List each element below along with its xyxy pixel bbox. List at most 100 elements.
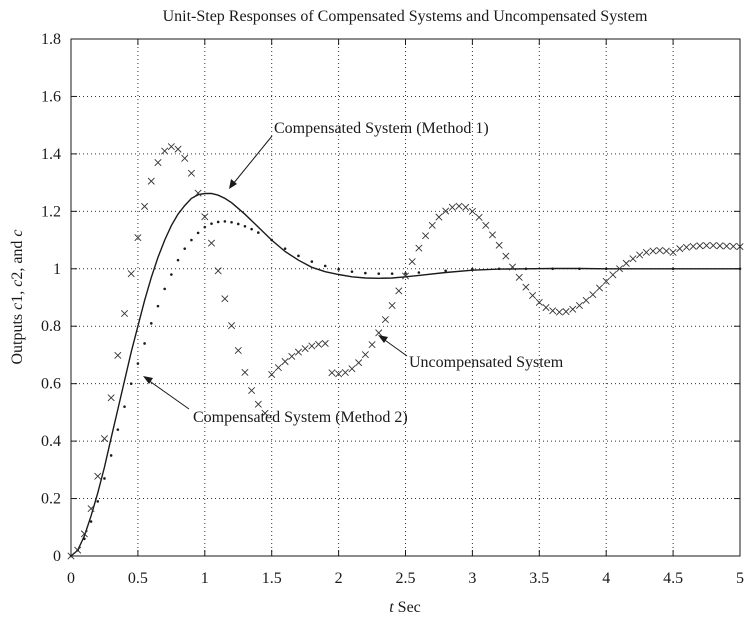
y-tick-label: 1 xyxy=(53,261,61,278)
series-point-method2 xyxy=(270,238,274,242)
series-marker-uncompensated xyxy=(201,213,209,221)
series-point-method2 xyxy=(323,264,327,268)
series-marker-uncompensated xyxy=(94,472,102,480)
series-marker-uncompensated xyxy=(161,147,169,155)
y-label-part-2: 1, xyxy=(9,287,26,303)
series-marker-uncompensated xyxy=(555,308,563,316)
x-axis-label-unit: Sec xyxy=(394,599,421,616)
series-marker-uncompensated xyxy=(388,302,396,310)
series-marker-uncompensated xyxy=(234,346,242,355)
series-point-method2 xyxy=(183,247,187,250)
y-tick-label: 0.2 xyxy=(41,491,61,508)
series-marker-uncompensated xyxy=(408,258,416,266)
series-marker-uncompensated xyxy=(616,265,624,273)
plot-frame xyxy=(70,38,741,557)
series-marker-uncompensated xyxy=(575,302,583,310)
series-line-method1 xyxy=(70,192,740,557)
series-marker-uncompensated xyxy=(468,207,476,215)
series-marker-uncompensated xyxy=(127,270,135,278)
series-marker-uncompensated xyxy=(723,242,731,250)
y-label-part-3: c xyxy=(9,280,26,287)
series-marker-uncompensated xyxy=(228,322,236,330)
series-point-method2 xyxy=(297,254,300,258)
x-axis-label: t Sec xyxy=(389,599,421,616)
series-marker-uncompensated xyxy=(428,221,436,229)
y-tick-label: 1.6 xyxy=(41,88,61,105)
x-tick-label: 1 xyxy=(201,570,209,587)
series-marker-uncompensated xyxy=(475,213,483,221)
series-point-method2 xyxy=(337,268,340,271)
series-marker-uncompensated xyxy=(642,248,650,256)
series-point-method2 xyxy=(129,382,133,385)
series-point-method2 xyxy=(89,520,93,523)
series-marker-uncompensated xyxy=(308,342,316,350)
series-marker-uncompensated xyxy=(488,231,496,239)
series-marker-uncompensated xyxy=(522,283,530,291)
y-tick-label: 1.8 xyxy=(41,31,61,48)
series-marker-uncompensated xyxy=(442,207,450,215)
series-point-method2 xyxy=(250,227,253,231)
series-marker-uncompensated xyxy=(595,284,604,292)
series-point-method2 xyxy=(524,267,528,271)
series-point-method2 xyxy=(283,247,287,250)
series-marker-uncompensated xyxy=(395,287,403,295)
series-marker-uncompensated xyxy=(649,247,657,255)
series-point-method2 xyxy=(404,272,407,275)
series-marker-uncompensated xyxy=(562,308,570,316)
series-marker-uncompensated xyxy=(121,309,129,317)
series-marker-uncompensated xyxy=(328,369,336,377)
series-marker-uncompensated xyxy=(261,409,269,417)
series-point-method2 xyxy=(257,231,260,234)
y-tick-label: 1.4 xyxy=(41,146,61,163)
series-point-method2 xyxy=(136,362,140,365)
grid xyxy=(71,39,740,556)
series-marker-uncompensated xyxy=(609,271,617,279)
series-point-method2 xyxy=(243,224,247,228)
series-point-method2 xyxy=(236,222,240,226)
series-marker-uncompensated xyxy=(589,291,597,299)
series-marker-uncompensated xyxy=(689,242,697,250)
y-label-part-5: c xyxy=(9,229,26,236)
series-marker-uncompensated xyxy=(368,341,376,349)
series-marker-uncompensated xyxy=(301,345,309,353)
annotation-uncompensated: Uncompensated System xyxy=(409,354,564,371)
series-marker-uncompensated xyxy=(141,202,149,210)
x-tick-label: 2 xyxy=(335,570,343,587)
series-marker-uncompensated xyxy=(134,234,142,242)
series-point-method2 xyxy=(143,342,146,345)
series-marker-uncompensated xyxy=(502,252,510,260)
series-marker-uncompensated xyxy=(669,248,677,256)
series-point-method2 xyxy=(671,267,675,271)
series-marker-uncompensated xyxy=(87,505,95,513)
series-point-method2 xyxy=(471,268,474,271)
x-tick-label: 3 xyxy=(468,570,476,587)
series-marker-uncompensated xyxy=(207,239,216,247)
series-marker-uncompensated xyxy=(241,368,249,376)
y-label-part-0: Outputs xyxy=(9,310,26,365)
series-point-method2 xyxy=(223,220,227,223)
series-marker-uncompensated xyxy=(656,246,664,254)
series-marker-uncompensated xyxy=(549,307,557,315)
annotation-method2-arrow xyxy=(147,379,190,410)
series-point-method2 xyxy=(216,220,220,224)
series-marker-uncompensated xyxy=(294,348,302,356)
annotation-uncompensated-arrow xyxy=(381,337,408,357)
series-point-method2 xyxy=(230,220,233,224)
series-marker-uncompensated xyxy=(341,368,349,376)
series-marker-uncompensated xyxy=(281,358,289,366)
series-marker-uncompensated xyxy=(114,351,122,359)
series-marker-uncompensated xyxy=(716,242,724,250)
x-axis-label-var: t xyxy=(389,599,394,616)
chart-title: Unit-Step Responses of Compensated Syste… xyxy=(163,8,648,25)
series-point-method2 xyxy=(551,267,554,271)
y-label-part-1: c xyxy=(9,303,26,310)
series-point-method2 xyxy=(123,405,126,408)
series-marker-uncompensated xyxy=(248,386,256,394)
annotation-method1-arrowhead xyxy=(229,179,237,189)
series-point-method2 xyxy=(103,477,106,480)
y-label-part-4: 2, and xyxy=(9,237,26,280)
series-point-method2 xyxy=(109,454,113,457)
series-point-method2 xyxy=(149,322,153,325)
series-marker-uncompensated xyxy=(401,272,410,280)
